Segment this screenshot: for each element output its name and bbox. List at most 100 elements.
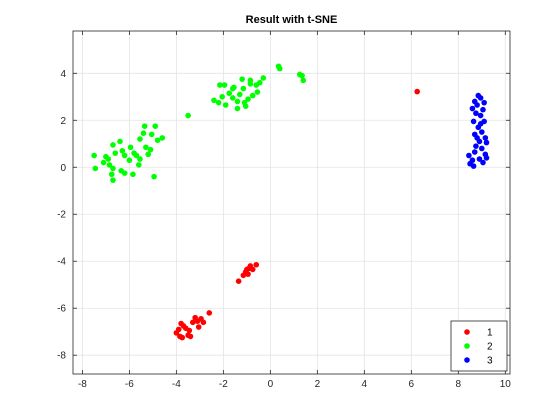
grid bbox=[73, 31, 510, 374]
data-point-series-3 bbox=[480, 107, 486, 113]
y-tick-label: -2 bbox=[57, 210, 66, 221]
data-point-series-2 bbox=[149, 132, 155, 138]
data-point-series-2 bbox=[219, 94, 225, 100]
data-point-series-1 bbox=[196, 324, 202, 330]
data-point-series-2 bbox=[230, 86, 236, 92]
data-point-series-3 bbox=[474, 102, 480, 108]
y-tick-label: -8 bbox=[57, 351, 66, 362]
data-point-series-2 bbox=[151, 174, 157, 180]
legend-label: 2 bbox=[487, 342, 493, 353]
data-point-series-3 bbox=[484, 155, 490, 161]
data-point-series-2 bbox=[152, 123, 158, 129]
data-point-series-2 bbox=[141, 130, 147, 136]
data-points bbox=[91, 63, 489, 340]
data-point-series-2 bbox=[136, 162, 142, 168]
data-point-series-3 bbox=[471, 119, 477, 125]
legend-marker-3 bbox=[464, 357, 470, 363]
data-point-series-3 bbox=[478, 121, 484, 127]
x-tick-label: 0 bbox=[268, 379, 274, 390]
data-point-series-3 bbox=[473, 143, 479, 149]
chart-title: Result with t-SNE bbox=[246, 14, 338, 26]
x-tick-label: -2 bbox=[219, 379, 228, 390]
x-tick-label: -4 bbox=[172, 379, 181, 390]
data-point-series-2 bbox=[127, 157, 133, 163]
data-point-series-1 bbox=[206, 310, 212, 316]
legend: 1 2 3 bbox=[451, 321, 507, 371]
data-point-series-2 bbox=[117, 139, 123, 145]
data-point-series-2 bbox=[130, 172, 136, 178]
data-point-series-2 bbox=[242, 100, 248, 106]
data-point-series-2 bbox=[159, 135, 165, 141]
data-point-series-3 bbox=[478, 95, 484, 101]
data-point-series-1 bbox=[250, 267, 256, 273]
legend-marker-2 bbox=[464, 343, 470, 349]
data-point-series-3 bbox=[480, 160, 486, 166]
data-point-series-3 bbox=[466, 153, 472, 159]
y-tick-label: -4 bbox=[57, 257, 66, 268]
data-point-series-3 bbox=[472, 149, 478, 155]
data-point-series-2 bbox=[300, 78, 306, 84]
y-tick-label: -6 bbox=[57, 304, 66, 315]
data-point-series-3 bbox=[470, 157, 476, 163]
data-point-series-2 bbox=[250, 93, 256, 99]
data-point-series-2 bbox=[137, 156, 143, 162]
data-point-series-3 bbox=[471, 163, 477, 169]
data-point-series-1 bbox=[253, 262, 259, 268]
data-point-series-2 bbox=[128, 144, 134, 150]
x-tick-label: 10 bbox=[500, 379, 512, 390]
legend-label: 1 bbox=[487, 328, 493, 339]
data-point-series-1 bbox=[414, 89, 420, 95]
data-point-series-2 bbox=[105, 156, 111, 162]
x-tick-label: -8 bbox=[78, 379, 87, 390]
data-point-series-2 bbox=[101, 160, 107, 166]
data-point-series-3 bbox=[483, 135, 489, 141]
data-point-series-2 bbox=[239, 76, 245, 82]
data-point-series-2 bbox=[142, 123, 148, 129]
data-point-series-2 bbox=[93, 166, 99, 172]
data-point-series-3 bbox=[474, 135, 480, 141]
x-tick-label: 6 bbox=[409, 379, 415, 390]
data-point-series-2 bbox=[226, 90, 232, 96]
data-point-series-2 bbox=[148, 147, 154, 153]
x-tick-label: 8 bbox=[456, 379, 462, 390]
data-point-series-2 bbox=[112, 150, 118, 156]
data-point-series-2 bbox=[185, 113, 191, 119]
data-point-series-3 bbox=[479, 146, 485, 152]
data-point-series-1 bbox=[244, 267, 250, 273]
data-point-series-2 bbox=[255, 89, 261, 95]
data-point-series-2 bbox=[277, 66, 283, 72]
data-point-series-2 bbox=[122, 170, 128, 176]
data-point-series-2 bbox=[230, 95, 236, 101]
y-tick-label: 2 bbox=[60, 116, 66, 127]
y-tick-label: 4 bbox=[60, 69, 66, 80]
data-point-series-2 bbox=[222, 82, 228, 88]
data-point-series-2 bbox=[299, 73, 305, 79]
legend-box bbox=[451, 321, 507, 371]
data-point-series-2 bbox=[248, 81, 254, 87]
data-point-series-2 bbox=[235, 106, 241, 112]
data-point-series-3 bbox=[481, 100, 487, 106]
data-point-series-1 bbox=[201, 320, 207, 326]
legend-label: 3 bbox=[487, 356, 493, 367]
data-point-series-2 bbox=[109, 172, 115, 178]
data-point-series-1 bbox=[190, 320, 196, 326]
data-point-series-2 bbox=[91, 153, 97, 159]
data-point-series-2 bbox=[235, 99, 241, 105]
data-point-series-1 bbox=[188, 334, 194, 340]
data-point-series-2 bbox=[257, 80, 263, 86]
data-point-series-2 bbox=[216, 100, 222, 106]
data-point-series-3 bbox=[479, 129, 485, 135]
x-tick-label: 4 bbox=[362, 379, 368, 390]
data-point-series-3 bbox=[470, 106, 476, 112]
data-point-series-2 bbox=[122, 153, 128, 159]
data-point-series-3 bbox=[484, 140, 490, 146]
data-point-series-2 bbox=[137, 136, 143, 142]
data-point-series-1 bbox=[179, 335, 185, 341]
plot-area-frame bbox=[73, 31, 510, 374]
x-tick-label: 2 bbox=[315, 379, 321, 390]
data-point-series-1 bbox=[245, 271, 251, 277]
data-point-series-2 bbox=[110, 177, 116, 183]
legend-marker-1 bbox=[464, 329, 470, 335]
